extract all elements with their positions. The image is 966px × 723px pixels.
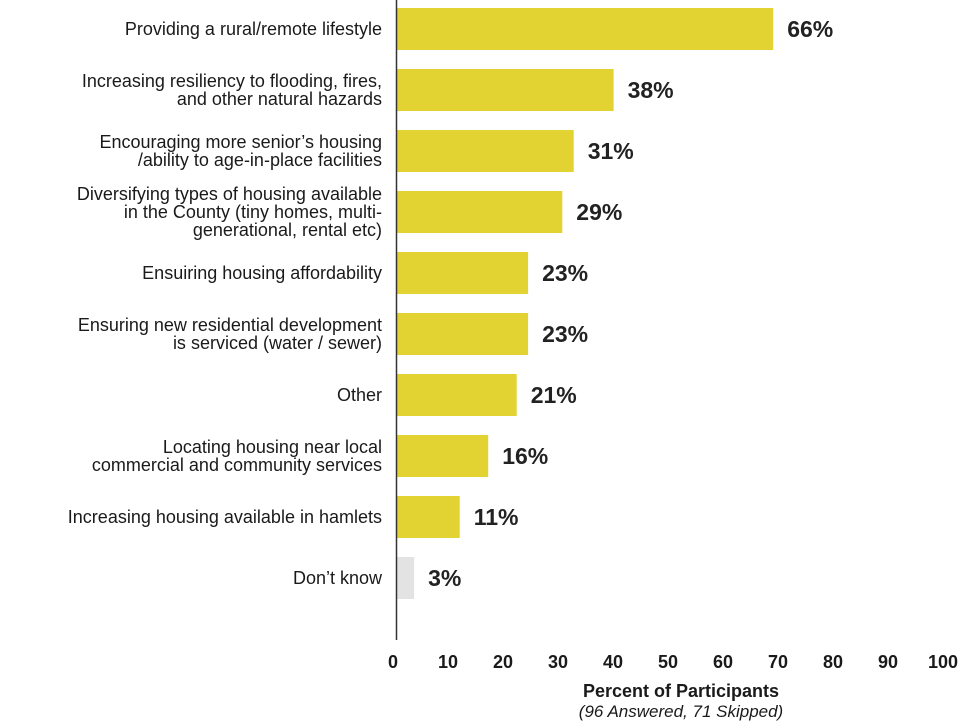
x-tick-label: 10 bbox=[438, 652, 458, 672]
category-label: Encouraging more senior’s housing/abilit… bbox=[99, 132, 382, 170]
category-label: Diversifying types of housing available i… bbox=[77, 184, 382, 240]
category-label-line: Other bbox=[337, 385, 382, 405]
category-labels-group: Providing a rural/remote lifestyle Increa… bbox=[68, 19, 383, 588]
bar-value-label: 16% bbox=[502, 443, 548, 469]
x-tick-label: 30 bbox=[548, 652, 568, 672]
bar bbox=[397, 191, 563, 233]
category-label-line: Ensuiring housing affordability bbox=[142, 263, 382, 283]
bar-value-label: 29% bbox=[576, 199, 622, 225]
category-label: Ensuiring housing affordability bbox=[142, 263, 382, 283]
bar-value-label: 11% bbox=[474, 504, 519, 530]
bar-value-label: 66% bbox=[787, 16, 833, 42]
x-axis-title: Percent of Participants bbox=[583, 681, 779, 701]
bar bbox=[397, 69, 614, 111]
bar bbox=[397, 8, 774, 50]
category-label: Increasing resiliency to flooding, fires… bbox=[82, 71, 382, 109]
bars-group bbox=[397, 8, 774, 599]
x-tick-label: 90 bbox=[878, 652, 898, 672]
category-label: Providing a rural/remote lifestyle bbox=[125, 19, 382, 39]
category-label: Don’t know bbox=[293, 568, 383, 588]
x-tick-label: 50 bbox=[658, 652, 678, 672]
bar bbox=[397, 313, 529, 355]
bar-value-label: 21% bbox=[531, 382, 577, 408]
category-label-line: commercial and community services bbox=[92, 455, 382, 475]
category-label-line: Increasing housing available in hamlets bbox=[68, 507, 382, 527]
x-tick-label: 70 bbox=[768, 652, 788, 672]
bar-value-label: 3% bbox=[428, 565, 461, 591]
x-tick-label: 0 bbox=[388, 652, 398, 672]
category-label: Locating housing near local commercial an… bbox=[92, 437, 382, 475]
bar-value-label: 23% bbox=[542, 321, 588, 347]
category-label-line: Encouraging more senior’s housing bbox=[99, 132, 382, 152]
category-label-line: Providing a rural/remote lifestyle bbox=[125, 19, 382, 39]
category-label-line: Increasing resiliency to flooding, fires… bbox=[82, 71, 382, 91]
category-label: Increasing housing available in hamlets bbox=[68, 507, 382, 527]
bar-value-label: 38% bbox=[628, 77, 674, 103]
category-label-line: in the County (tiny homes, multi- bbox=[124, 202, 382, 222]
bar bbox=[397, 374, 517, 416]
x-tick-label: 60 bbox=[713, 652, 733, 672]
category-label-line: /ability to age-in-place facilities bbox=[138, 150, 382, 170]
category-label-line: is serviced (water / sewer) bbox=[173, 333, 382, 353]
category-label: Ensuring new residential development is s… bbox=[78, 315, 382, 353]
x-tick-label: 20 bbox=[493, 652, 513, 672]
bar bbox=[397, 130, 574, 172]
category-label-line: and other natural hazards bbox=[177, 89, 382, 109]
bar-value-label: 31% bbox=[588, 138, 634, 164]
category-label: Other bbox=[337, 385, 382, 405]
x-tick-label: 100 bbox=[928, 652, 958, 672]
category-label-line: Ensuring new residential development bbox=[78, 315, 382, 335]
bar bbox=[397, 435, 489, 477]
x-tick-label: 40 bbox=[603, 652, 623, 672]
category-label-line: Diversifying types of housing available bbox=[77, 184, 382, 204]
x-axis-note: (96 Answered, 71 Skipped) bbox=[579, 702, 783, 721]
bar bbox=[397, 496, 460, 538]
bar-value-label: 23% bbox=[542, 260, 588, 286]
category-label-line: Don’t know bbox=[293, 568, 383, 588]
x-tick-label: 80 bbox=[823, 652, 843, 672]
bar bbox=[397, 252, 529, 294]
bar bbox=[397, 557, 415, 599]
category-label-line: Locating housing near local bbox=[163, 437, 382, 457]
category-label-line: generational, rental etc) bbox=[193, 220, 382, 240]
value-labels-group: 66% 38% 31% 29% 23% 23% 21% 16% 11% 3% bbox=[428, 16, 833, 591]
x-tick-labels-group: 0 10 20 30 40 50 60 70 80 90 100 bbox=[388, 652, 958, 672]
